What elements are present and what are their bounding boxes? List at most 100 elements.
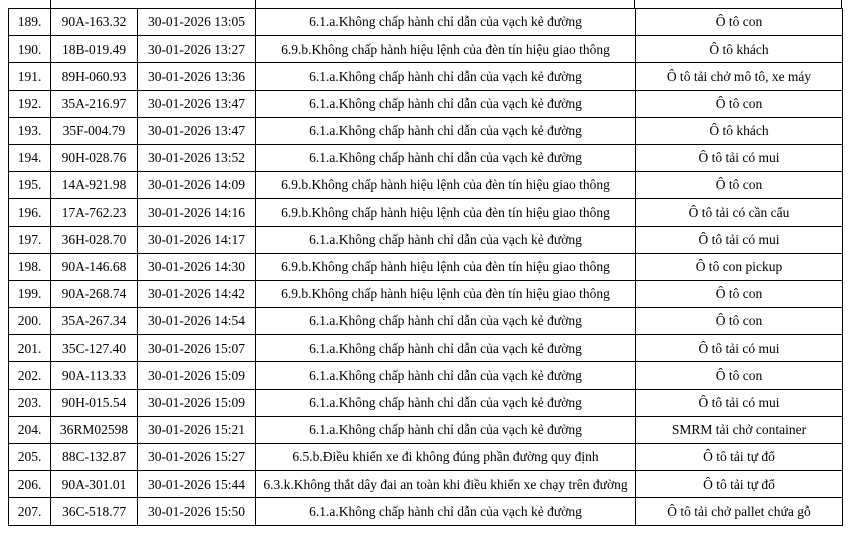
cell-violation: 6.9.b.Không chấp hành hiệu lệnh của đèn … [255, 35, 636, 64]
cutoff-border-stub [634, 0, 635, 9]
cell-vehicle: Ô tô con [635, 89, 843, 118]
cell-no: 195. [8, 171, 51, 200]
cell-vehicle: Ô tô tải tự đổ [635, 470, 843, 499]
cell-datetime: 30-01-2026 15:09 [137, 361, 256, 390]
cell-datetime: 30-01-2026 14:42 [137, 279, 256, 309]
cell-vehicle: SMRM tải chở container [635, 415, 843, 445]
cutoff-border-stub [255, 0, 256, 9]
cell-violation: 6.9.b.Không chấp hành hiệu lệnh của đèn … [255, 252, 636, 281]
cell-violation: 6.1.a.Không chấp hành chỉ dẫn của vạch k… [255, 89, 636, 118]
cell-plate: 90A-146.68 [50, 252, 138, 281]
cell-datetime: 30-01-2026 14:54 [137, 307, 256, 336]
cell-plate: 18B-019.49 [50, 35, 138, 64]
violation-table: 189. 90A-163.32 30-01-2026 13:05 6.1.a.Khôn… [8, 7, 843, 526]
cell-violation: 6.1.a.Không chấp hành chỉ dẫn của vạch k… [255, 116, 636, 145]
table-row: 202. 90A-113.33 30-01-2026 15:09 6.1.a.Khôn… [8, 361, 843, 390]
cell-vehicle: Ô tô khách [635, 116, 843, 145]
cell-violation: 6.9.b.Không chấp hành hiệu lệnh của đèn … [255, 198, 636, 227]
table-row: 200. 35A-267.34 30-01-2026 14:54 6.1.a.Khôn… [8, 307, 843, 336]
cell-plate: 35C-127.40 [50, 334, 138, 363]
table-row: 205. 88C-132.87 30-01-2026 15:27 6.5.b.Điều… [8, 442, 843, 472]
cell-violation: 6.3.k.Không thắt dây đai an toàn khi điề… [255, 470, 636, 499]
cell-plate: 14A-921.98 [50, 171, 138, 200]
table-row: 206. 90A-301.01 30-01-2026 15:44 6.3.k.Khôn… [8, 470, 843, 499]
cell-plate: 17A-762.23 [50, 198, 138, 227]
cell-datetime: 30-01-2026 13:52 [137, 143, 256, 173]
cell-no: 201. [8, 334, 51, 363]
cell-no: 205. [8, 442, 51, 472]
cell-violation: 6.1.a.Không chấp hành chỉ dẫn của vạch k… [255, 143, 636, 173]
cell-datetime: 30-01-2026 13:05 [137, 7, 256, 37]
cell-plate: 36C-518.77 [50, 497, 138, 526]
cell-plate: 90H-015.54 [50, 388, 138, 417]
cell-plate: 89H-060.93 [50, 62, 138, 91]
cell-datetime: 30-01-2026 13:27 [137, 35, 256, 64]
cell-no: 203. [8, 388, 51, 417]
cell-violation: 6.9.b.Không chấp hành hiệu lệnh của đèn … [255, 279, 636, 309]
cell-no: 193. [8, 116, 51, 145]
cell-datetime: 30-01-2026 13:47 [137, 89, 256, 118]
cell-vehicle: Ô tô con [635, 171, 843, 200]
cell-vehicle: Ô tô tải có mui [635, 225, 843, 254]
cell-datetime: 30-01-2026 13:47 [137, 116, 256, 145]
table-row: 199. 90A-268.74 30-01-2026 14:42 6.9.b.Khôn… [8, 279, 843, 309]
cell-vehicle: Ô tô tải có mui [635, 388, 843, 417]
cell-no: 196. [8, 198, 51, 227]
cell-datetime: 30-01-2026 14:17 [137, 225, 256, 254]
cell-plate: 90A-301.01 [50, 470, 138, 499]
cell-datetime: 30-01-2026 14:09 [137, 171, 256, 200]
cell-plate: 90A-163.32 [50, 7, 138, 37]
table-row: 193. 35F-004.79 30-01-2026 13:47 6.1.a.Khôn… [8, 116, 843, 145]
table-row: 207. 36C-518.77 30-01-2026 15:50 6.1.a.Khôn… [8, 497, 843, 526]
cell-plate: 35A-216.97 [50, 89, 138, 118]
cell-datetime: 30-01-2026 14:30 [137, 252, 256, 281]
table-row: 192. 35A-216.97 30-01-2026 13:47 6.1.a.Khôn… [8, 89, 843, 118]
table-row: 203. 90H-015.54 30-01-2026 15:09 6.1.a.Khôn… [8, 388, 843, 417]
cell-plate: 90H-028.76 [50, 143, 138, 173]
cell-datetime: 30-01-2026 13:36 [137, 62, 256, 91]
table-row: 189. 90A-163.32 30-01-2026 13:05 6.1.a.Khôn… [8, 7, 843, 37]
cell-vehicle: Ô tô tải chở mô tô, xe máy [635, 62, 843, 91]
cell-no: 191. [8, 62, 51, 91]
table-row: 197. 36H-028.70 30-01-2026 14:17 6.1.a.Khôn… [8, 225, 843, 254]
cell-violation: 6.5.b.Điều khiển xe đi không đúng phần đ… [255, 442, 636, 472]
cell-plate: 90A-268.74 [50, 279, 138, 309]
cell-vehicle: Ô tô tải có cần cẩu [635, 198, 843, 227]
table-row: 201. 35C-127.40 30-01-2026 15:07 6.1.a.Khôn… [8, 334, 843, 363]
cell-no: 204. [8, 415, 51, 445]
cell-datetime: 30-01-2026 14:16 [137, 198, 256, 227]
cell-datetime: 30-01-2026 15:27 [137, 442, 256, 472]
cell-datetime: 30-01-2026 15:07 [137, 334, 256, 363]
cell-violation: 6.1.a.Không chấp hành chỉ dẫn của vạch k… [255, 415, 636, 445]
table-row: 190. 18B-019.49 30-01-2026 13:27 6.9.b.Khôn… [8, 35, 843, 64]
cell-vehicle: Ô tô con [635, 279, 843, 309]
cell-no: 190. [8, 35, 51, 64]
cell-vehicle: Ô tô tải chở pallet chứa gỗ [635, 497, 843, 526]
cell-plate: 35F-004.79 [50, 116, 138, 145]
cell-no: 202. [8, 361, 51, 390]
table-row: 194. 90H-028.76 30-01-2026 13:52 6.1.a.Khôn… [8, 143, 843, 173]
cell-vehicle: Ô tô tải có mui [635, 334, 843, 363]
cell-no: 198. [8, 252, 51, 281]
cell-no: 189. [8, 7, 51, 37]
cell-no: 192. [8, 89, 51, 118]
table-row: 204. 36RM02598 30-01-2026 15:21 6.1.a.Không… [8, 415, 843, 445]
cell-vehicle: Ô tô tải tự đổ [635, 442, 843, 472]
cell-vehicle: Ô tô khách [635, 35, 843, 64]
cell-datetime: 30-01-2026 15:21 [137, 415, 256, 445]
cell-vehicle: Ô tô tải có mui [635, 143, 843, 173]
cell-violation: 6.1.a.Không chấp hành chỉ dẫn của vạch k… [255, 388, 636, 417]
table-row: 198. 90A-146.68 30-01-2026 14:30 6.9.b.Khôn… [8, 252, 843, 281]
cell-vehicle: Ô tô con [635, 7, 843, 37]
cell-plate: 90A-113.33 [50, 361, 138, 390]
cell-violation: 6.9.b.Không chấp hành hiệu lệnh của đèn … [255, 171, 636, 200]
cell-violation: 6.1.a.Không chấp hành chỉ dẫn của vạch k… [255, 497, 636, 526]
cell-no: 199. [8, 279, 51, 309]
cell-no: 207. [8, 497, 51, 526]
cell-datetime: 30-01-2026 15:09 [137, 388, 256, 417]
cell-vehicle: Ô tô con pickup [635, 252, 843, 281]
cell-vehicle: Ô tô con [635, 307, 843, 336]
cell-violation: 6.1.a.Không chấp hành chỉ dẫn của vạch k… [255, 225, 636, 254]
cell-violation: 6.1.a.Không chấp hành chỉ dẫn của vạch k… [255, 7, 636, 37]
